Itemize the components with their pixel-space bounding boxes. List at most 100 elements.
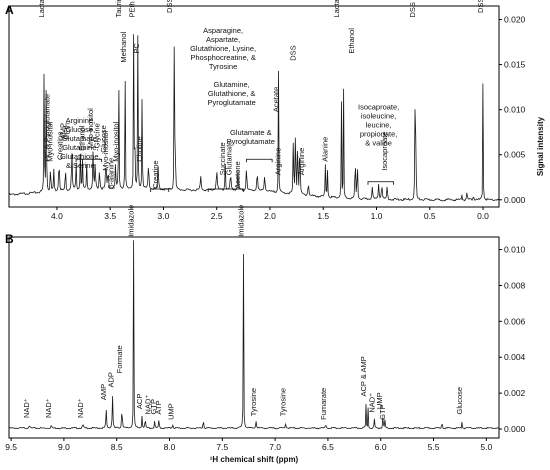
spectrum-line [8,34,500,202]
y-tick-label: 0.010 [504,105,526,115]
peak-label: Imidazole [236,205,245,237]
peak-label: PEth [63,123,72,139]
x-axis-title: ¹H chemical shift (ppm) [210,455,299,464]
peak-label: Methanol [119,31,128,62]
peak-label: Alanine [321,137,330,162]
peak-group-label: Glucose, [66,125,96,134]
peak-label: β-alanine [106,158,115,189]
peak-label: PC & Pyroglutamate [42,94,51,162]
x-tick-label: 8.0 [164,442,176,452]
peak-label: Myo-inositol [46,121,55,161]
peak-label: Glucose [99,125,108,153]
peak-label: NAD⁺ [76,398,85,418]
y-tick-label: 0.015 [504,60,526,70]
y-tick-label: 0.010 [504,245,526,255]
x-tick-label: 5.0 [480,442,492,452]
peak-label: UMP [375,392,384,409]
peak-group-label: Glutamate, [62,134,99,143]
peak-label: Arginine [297,148,306,176]
peak-label: Lactate [332,0,341,18]
peak-label: NAD⁺ [22,398,31,418]
peak-label: Fumarate [319,388,328,420]
peak-group-label: isoleucine, [361,112,396,121]
panel-a-spectrum: 4.0 3.5 3.0 2.5 2.0 1.5 1.0 0.5 0.0 0.000 0.005 0.0… [8,0,545,221]
peak-bracket [207,188,244,192]
peak-group-label: leucine, [366,121,392,130]
peak-label: ACP [135,394,144,409]
peak-bracket [75,158,103,163]
peak-bracket [150,188,170,192]
y-axis-title: Signal intensity [536,116,545,176]
peak-label: Creatine [151,160,160,188]
peak-group-label: Isocaproate, [358,103,399,112]
peak-label: Arginine [274,148,283,176]
peak-label: DSS [408,2,417,17]
peak-group-label: Pyroglutamate [227,137,275,146]
peak-group-label: Phosphocreatine, & [190,53,255,62]
x-tick-label: 6.0 [375,442,387,452]
x-tick-label: 9.0 [58,442,70,452]
peak-label: ATP [154,400,163,414]
peak-label: Acetone [233,161,242,189]
peak-label: Isocaproate [380,132,389,171]
peak-label: ADP [107,372,116,387]
peak-label: DSS [289,45,298,60]
y-tick-label: 0.008 [504,280,526,290]
peak-group-label: Glutathione, & [208,89,256,98]
peak-label: AMP [58,123,67,139]
x-tick-label: 0.0 [477,211,489,221]
plot-frame [8,236,500,439]
peak-label: Choline [135,136,144,161]
peak-group-label: Pyroglutamate [207,98,255,107]
peak-label: Formate [115,345,124,373]
y-tick-label: 0.002 [504,388,526,398]
peak-label: Myo-inositol [112,121,121,161]
peak-label: AMP [99,384,108,400]
x-tick-label: 2.0 [264,211,276,221]
peak-bracket [246,158,273,163]
x-tick-label: 0.5 [424,211,436,221]
y-tick-label: 0.000 [504,424,526,434]
x-tick-label: 5.5 [428,442,440,452]
y-tick-label: 0.004 [504,352,526,362]
x-tick-label: 7.0 [269,442,281,452]
x-tick-label: 2.5 [211,211,223,221]
y-tick-label: 0.000 [504,195,526,205]
peak-group-label: Glutamine, [213,80,249,89]
peak-label: Lactate [37,0,46,18]
peak-label: DSS [165,0,174,13]
peak-group-label: Glutathione, Lysine, [190,44,256,53]
peak-label: Succinate [218,142,227,175]
peak-label: Myo-inositol [101,130,110,170]
peak-group-label: Aspartate, [206,35,240,44]
peak-label: PEth [128,1,137,17]
panel-b-spectrum: 9.5 9.0 8.5 8.0 7.5 7.0 6.5 6.0 5.5 5.0 0.000 0.002… [5,205,525,464]
peak-label: PC [132,43,141,54]
x-tick-label: 1.5 [317,211,329,221]
peak-label: Ethanol [347,28,356,54]
x-tick-label: 4.0 [51,211,63,221]
peak-label: ACP & AMP [359,356,368,396]
peak-label: Imidazole [127,205,136,237]
x-tick-label: 9.5 [5,442,17,452]
peak-group-label: Arginine, [66,116,96,125]
y-tick-label: 0.006 [504,316,526,326]
x-tick-label: 6.5 [322,442,334,452]
peak-label: NAD⁺ [44,398,53,418]
peak-label: GTP [149,399,158,414]
x-tick-label: 8.5 [111,442,123,452]
peak-label: Creatine [55,132,64,160]
plot-frame [8,5,500,208]
peak-label: NAD⁺ [367,393,376,413]
peak-group-label: propionate, [360,130,398,139]
peak-label: Glutamate [225,141,234,176]
peak-label: Glucose [455,387,464,415]
peak-label: UMP [167,403,176,420]
peak-label: Taurine [114,0,123,18]
peak-group-label: Glutamine, [62,143,98,152]
peak-group-label: Glutathione, [60,152,100,161]
peak-label: DSS [476,0,485,13]
peak-label: GTP [378,404,387,419]
peak-label: Acetate [272,87,281,112]
